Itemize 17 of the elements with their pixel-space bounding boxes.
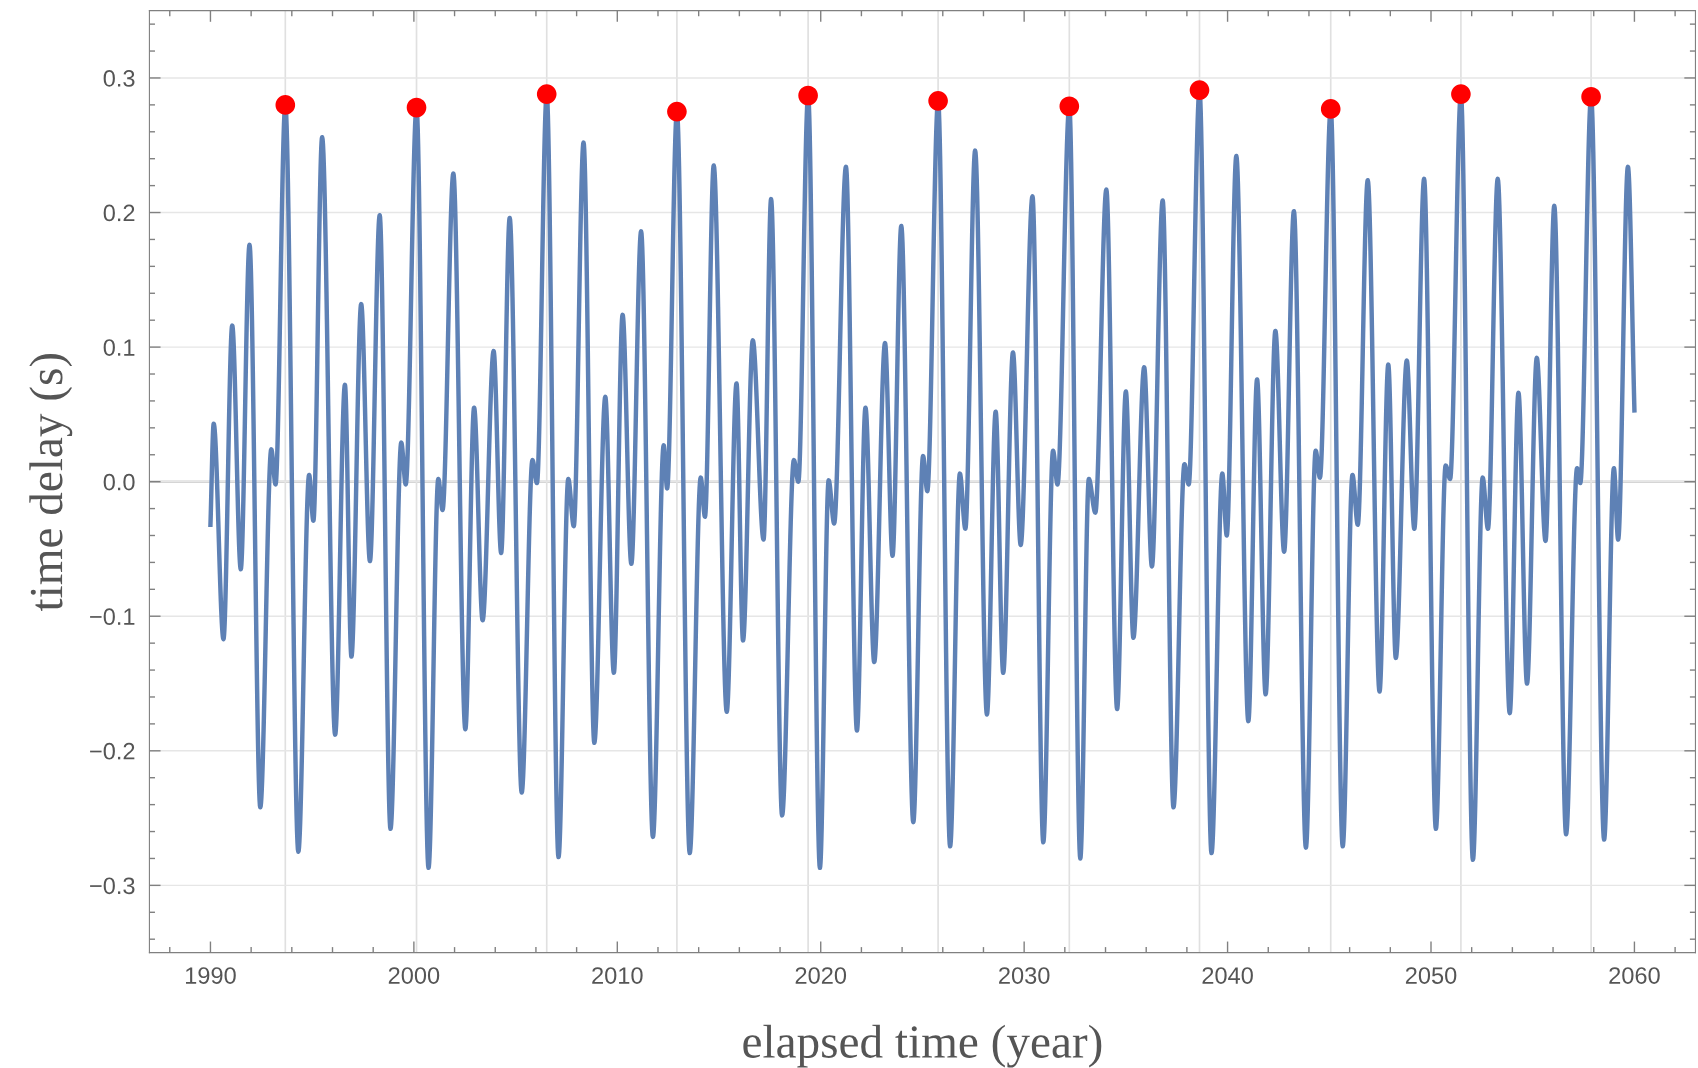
x-tick-label: 2010 <box>592 967 643 984</box>
x-tick-label: 2060 <box>1609 967 1660 984</box>
y-tick-label: −0.1 <box>90 608 135 626</box>
y-tick-label: 0.3 <box>103 70 135 87</box>
y-tick-label: −0.3 <box>90 877 135 895</box>
y-tick-label: 0.1 <box>103 339 135 356</box>
x-tick-label: 2050 <box>1405 967 1457 984</box>
x-tick-label: 2040 <box>1202 967 1253 984</box>
y-tick-label: −0.2 <box>90 742 135 760</box>
x-axis-title: elapsed time (year) <box>743 1024 1102 1068</box>
y-tick-label: 0.2 <box>103 204 135 222</box>
x-tick-label: 2000 <box>388 967 440 984</box>
y-axis-title: time delay (s) <box>29 353 73 612</box>
x-tick-label: 2020 <box>795 967 847 984</box>
x-tick-label: 1990 <box>185 967 236 984</box>
y-tick-label: 0.0 <box>103 473 135 491</box>
x-tick-label: 2030 <box>999 967 1050 984</box>
